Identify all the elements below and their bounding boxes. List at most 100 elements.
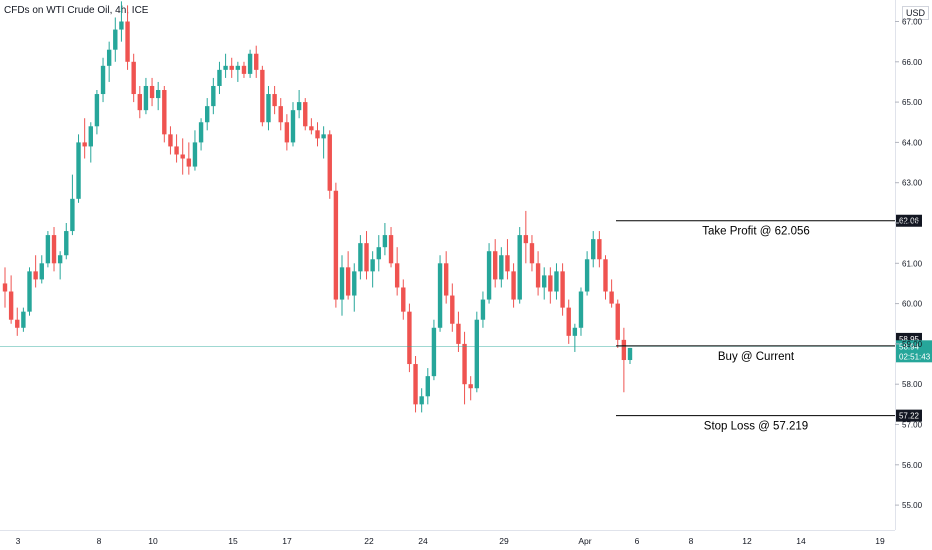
candle-body (131, 61, 136, 95)
time-tick-label: 6 (635, 536, 640, 546)
time-tick-label: 8 (689, 536, 694, 546)
take-profit-badge (896, 214, 922, 227)
candle-body (272, 94, 277, 107)
candle-body (413, 364, 418, 405)
take-profit-badge-text: 62.06 (899, 217, 920, 226)
candle-body (113, 29, 118, 50)
candle-body (162, 90, 167, 135)
time-tick-label: 29 (499, 536, 509, 546)
candle-body (523, 235, 529, 244)
currency-label[interactable]: USD (901, 6, 929, 20)
candle-body (401, 287, 406, 312)
candle-body (603, 259, 608, 292)
candle-body (180, 154, 185, 159)
candle-body (211, 85, 216, 107)
price-tick-label: 66.00 (902, 58, 923, 67)
time-tick-label: 14 (796, 536, 806, 546)
candle-body (474, 319, 480, 389)
candle-body (76, 142, 81, 199)
candle-body (505, 255, 510, 272)
candle-body (168, 134, 173, 147)
candle-body (560, 271, 565, 308)
candle-body (321, 134, 326, 139)
price-tick-label: 65.00 (902, 98, 923, 107)
candle-body (364, 243, 369, 272)
candle-body (266, 94, 271, 123)
buy-entry-badge-text: 58.95 (899, 335, 920, 344)
candle-body (548, 275, 553, 292)
candle-body (198, 122, 204, 143)
candle-body (205, 106, 210, 123)
candle-body (578, 291, 584, 328)
candle-body (517, 235, 522, 300)
candle-body (21, 311, 26, 328)
time-tick-label: 19 (875, 536, 885, 546)
candle-body (591, 239, 596, 260)
candle-body (235, 65, 241, 70)
candle-body (192, 142, 198, 167)
time-tick-label: 22 (364, 536, 374, 546)
candle-body (229, 65, 234, 70)
candle-body (388, 235, 394, 264)
candle-body (450, 295, 455, 324)
buy-entry-label: Buy @ Current (718, 351, 795, 363)
candle-body (94, 94, 100, 127)
candle-body (358, 243, 363, 272)
candle-body (370, 259, 375, 272)
candle-body (284, 122, 290, 143)
candles (2, 1, 633, 413)
candle-body (241, 65, 247, 74)
candle-body (492, 251, 498, 280)
price-tick-label: 60.00 (902, 300, 923, 309)
candle-body (260, 69, 265, 123)
time-tick-label: 24 (418, 536, 428, 546)
candle-body (303, 102, 308, 127)
candle-body (345, 267, 351, 296)
candle-body (615, 303, 620, 340)
candle-body (155, 90, 161, 99)
time-tick-label: 8 (97, 536, 102, 546)
candle-body (290, 110, 296, 143)
time-tick-label: Apr (578, 536, 591, 546)
candle-body (119, 21, 124, 30)
candle-body (217, 69, 222, 86)
stop-loss-badge (896, 409, 922, 422)
candle-body (627, 347, 633, 361)
candle-body (456, 323, 461, 344)
candle-body (45, 235, 51, 264)
candle-body (70, 198, 75, 232)
candle-body (339, 267, 345, 300)
candle-body (499, 255, 504, 280)
candle-body (106, 49, 112, 66)
candle-body (480, 299, 486, 320)
candle-body (443, 263, 449, 296)
candle-body (327, 134, 332, 191)
candle-body (425, 376, 430, 397)
candle-body (296, 102, 302, 111)
candle-body (82, 142, 87, 147)
price-tick-label: 58.00 (902, 380, 923, 389)
candle-body (376, 247, 381, 260)
candle-body (186, 158, 192, 167)
candle-body (223, 65, 228, 70)
time-tick-label: 17 (282, 536, 292, 546)
time-tick-label: 10 (148, 536, 158, 546)
candle-body (51, 235, 57, 264)
price-tick-label: 62.00 (902, 219, 923, 228)
candle-body (247, 53, 253, 74)
candle-body (609, 291, 614, 304)
stop-loss-badge-text: 57.22 (899, 412, 920, 421)
candle-body (278, 106, 283, 123)
take-profit-label: Take Profit @ 62.056 (702, 226, 810, 238)
candle-body (462, 343, 467, 385)
stop-loss-label: Stop Loss @ 57.219 (704, 421, 808, 433)
candle-body (39, 263, 44, 280)
candle-body (468, 384, 473, 389)
price-tick-label: 63.00 (902, 179, 923, 188)
candle-body (149, 85, 155, 99)
price-tick-label: 64.00 (902, 138, 923, 147)
candle-body (486, 251, 492, 300)
candle-body (64, 231, 69, 256)
